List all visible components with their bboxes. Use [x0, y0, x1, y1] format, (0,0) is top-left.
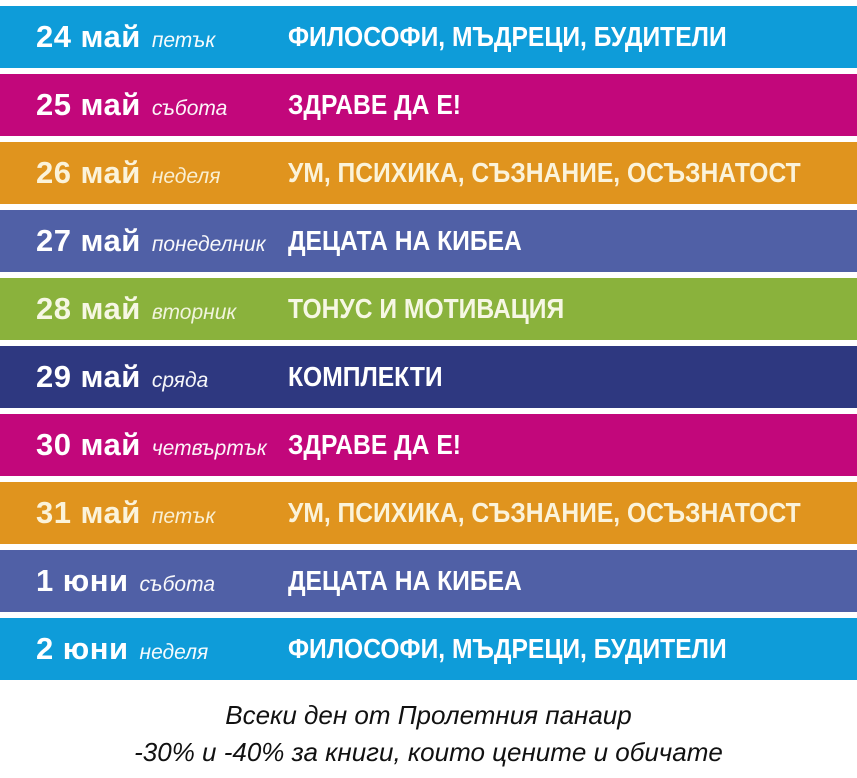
- date-month: май: [80, 291, 141, 326]
- date-month: май: [80, 223, 141, 258]
- weekday-label: събота: [139, 573, 216, 596]
- schedule-row: 1 юни събота ДЕЦАТА НА КИБЕА: [0, 550, 857, 612]
- footer-line1: Всеки ден от Пролетния панаир: [225, 700, 632, 730]
- schedule-row: 26 май неделя УМ, ПСИХИКА, СЪЗНАНИЕ, ОСЪ…: [0, 142, 857, 204]
- weekday-label: сряда: [151, 369, 209, 392]
- date-cell: 1 юни събота: [0, 563, 288, 599]
- weekday-label: събота: [151, 97, 228, 120]
- footer: Всеки ден от Пролетния панаир -30% и -40…: [0, 686, 857, 771]
- topic-label: ЗДРАВЕ ДА Е!: [288, 429, 461, 460]
- topic-label: ФИЛОСОФИ, МЪДРЕЦИ, БУДИТЕЛИ: [288, 633, 727, 664]
- schedule-row: 28 май вторник ТОНУС И МОТИВАЦИЯ: [0, 278, 857, 340]
- topic-label: ФИЛОСОФИ, МЪДРЕЦИ, БУДИТЕЛИ: [288, 21, 727, 52]
- topic-label: УМ, ПСИХИКА, СЪЗНАНИЕ, ОСЪЗНАТОСТ: [288, 497, 801, 528]
- topic-label: ТОНУС И МОТИВАЦИЯ: [288, 293, 565, 324]
- date-cell: 31 май петък: [0, 495, 288, 531]
- date-number: 28: [36, 291, 72, 326]
- date-cell: 26 май неделя: [0, 155, 288, 191]
- weekday-label: неделя: [139, 641, 209, 664]
- schedule-row: 2 юни неделя ФИЛОСОФИ, МЪДРЕЦИ, БУДИТЕЛИ: [0, 618, 857, 680]
- weekday-label: понеделник: [151, 233, 266, 256]
- date-month: май: [80, 359, 141, 394]
- date-number: 2: [36, 631, 54, 666]
- topic-label: КОМПЛЕКТИ: [288, 361, 443, 392]
- weekday-label: петък: [151, 29, 216, 52]
- weekday-label: вторник: [151, 301, 237, 324]
- schedule-row: 24 май петък ФИЛОСОФИ, МЪДРЕЦИ, БУДИТЕЛИ: [0, 6, 857, 68]
- schedule-row: 25 май събота ЗДРАВЕ ДА Е!: [0, 74, 857, 136]
- date-number: 24: [36, 19, 72, 54]
- date-cell: 24 май петък: [0, 19, 288, 55]
- date-cell: 28 май вторник: [0, 291, 288, 327]
- date-month: май: [80, 87, 141, 122]
- date-cell: 29 май сряда: [0, 359, 288, 395]
- weekday-label: четвъртък: [151, 437, 267, 460]
- date-number: 1: [36, 563, 54, 598]
- date-number: 26: [36, 155, 72, 190]
- schedule-row: 29 май сряда КОМПЛЕКТИ: [0, 346, 857, 408]
- schedule-row: 31 май петък УМ, ПСИХИКА, СЪЗНАНИЕ, ОСЪЗ…: [0, 482, 857, 544]
- date-month: юни: [62, 563, 129, 598]
- date-cell: 25 май събота: [0, 87, 288, 123]
- topic-label: ЗДРАВЕ ДА Е!: [288, 89, 461, 120]
- topic-label: УМ, ПСИХИКА, СЪЗНАНИЕ, ОСЪЗНАТОСТ: [288, 157, 801, 188]
- date-month: май: [80, 427, 141, 462]
- footer-line2: -30% и -40% за книги, които цените и оби…: [134, 737, 723, 767]
- date-number: 31: [36, 495, 72, 530]
- schedule-row: 30 май четвъртък ЗДРАВЕ ДА Е!: [0, 414, 857, 476]
- date-cell: 2 юни неделя: [0, 631, 288, 667]
- date-month: май: [80, 19, 141, 54]
- date-month: май: [80, 155, 141, 190]
- date-month: юни: [62, 631, 129, 666]
- weekday-label: петък: [151, 505, 216, 528]
- schedule-row: 27 май понеделник ДЕЦАТА НА КИБЕА: [0, 210, 857, 272]
- topic-label: ДЕЦАТА НА КИБЕА: [288, 565, 522, 596]
- schedule-list: 24 май петък ФИЛОСОФИ, МЪДРЕЦИ, БУДИТЕЛИ…: [0, 6, 857, 680]
- date-number: 29: [36, 359, 72, 394]
- date-cell: 27 май понеделник: [0, 223, 288, 259]
- topic-label: ДЕЦАТА НА КИБЕА: [288, 225, 522, 256]
- date-month: май: [80, 495, 141, 530]
- weekday-label: неделя: [151, 165, 221, 188]
- date-number: 30: [36, 427, 72, 462]
- date-number: 27: [36, 223, 72, 258]
- date-cell: 30 май четвъртък: [0, 427, 288, 463]
- date-number: 25: [36, 87, 72, 122]
